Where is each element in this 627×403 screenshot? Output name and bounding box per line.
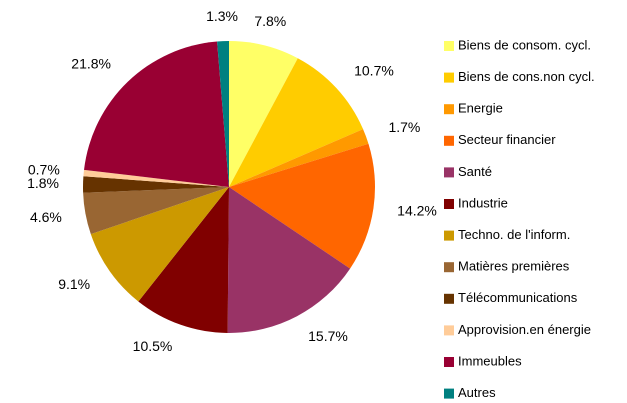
legend-label: Autres [458, 385, 496, 400]
data-label: 4.6% [30, 209, 62, 225]
pie-slice [227, 187, 351, 333]
pie-slice [82, 176, 229, 193]
data-label: 15.7% [308, 328, 348, 344]
data-label: 10.5% [133, 338, 173, 354]
data-label: 1.7% [388, 119, 420, 135]
legend-swatch [444, 293, 454, 304]
legend-label: Industrie [458, 195, 508, 210]
legend-label: Secteur financier [458, 132, 556, 147]
pie-slice [229, 41, 298, 187]
data-label: 7.8% [254, 13, 286, 29]
legend-label: Santé [458, 164, 492, 179]
data-label: 10.7% [354, 63, 394, 79]
legend-label: Matières premières [458, 259, 570, 274]
legend-swatch [444, 357, 454, 367]
legend-swatch [444, 135, 454, 146]
data-label: 1.3% [206, 8, 238, 24]
legend-label: Immeubles [458, 353, 522, 368]
legend-label: Techno. de l'inform. [458, 227, 570, 242]
legend-swatch [444, 167, 454, 178]
legend-swatch [444, 104, 454, 115]
legend-label: Approvision.en énergie [458, 322, 591, 337]
pie-slice [83, 187, 229, 235]
pie-slice [90, 187, 229, 302]
pie-slice [138, 187, 229, 333]
pie-slice [229, 129, 369, 187]
pie-slice [83, 169, 229, 187]
data-label: 1.8% [27, 175, 59, 191]
legend-label: Energie [458, 101, 503, 116]
pie-slice [229, 58, 364, 188]
legend-label: Télécommunications [458, 290, 578, 305]
legend-swatch [444, 41, 454, 51]
data-label: 0.7% [28, 161, 60, 177]
pie-slice [84, 41, 229, 187]
legend-label: Biens de consom. cycl. [458, 37, 591, 52]
pie-slice [229, 143, 375, 269]
pie-slice [217, 41, 229, 187]
legend-swatch [444, 262, 454, 273]
legend-swatch [444, 388, 454, 399]
legend-swatch [444, 230, 454, 241]
legend-label: Biens de cons.non cycl. [458, 69, 595, 84]
legend-swatch [444, 72, 454, 83]
data-label: 21.8% [71, 55, 111, 71]
data-label: 14.2% [397, 202, 437, 218]
legend-swatch [444, 199, 454, 209]
data-label: 9.1% [58, 276, 90, 292]
legend-swatch [444, 325, 454, 336]
